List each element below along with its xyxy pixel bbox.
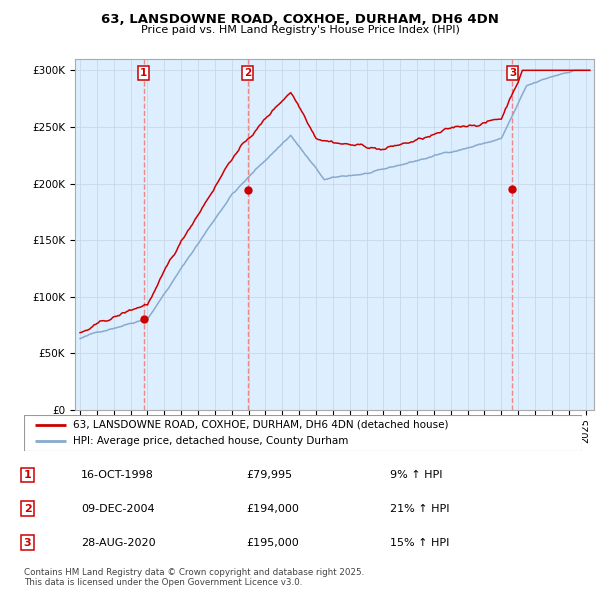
Text: 3: 3 bbox=[24, 538, 31, 548]
Text: 1: 1 bbox=[24, 470, 31, 480]
Text: 2: 2 bbox=[24, 504, 31, 513]
Text: Contains HM Land Registry data © Crown copyright and database right 2025.
This d: Contains HM Land Registry data © Crown c… bbox=[24, 568, 364, 587]
Text: £195,000: £195,000 bbox=[246, 538, 299, 548]
Bar bbox=[512, 59, 594, 410]
Bar bbox=[248, 59, 512, 410]
Text: 15% ↑ HPI: 15% ↑ HPI bbox=[390, 538, 449, 548]
FancyBboxPatch shape bbox=[24, 415, 582, 451]
Text: Price paid vs. HM Land Registry's House Price Index (HPI): Price paid vs. HM Land Registry's House … bbox=[140, 25, 460, 35]
Text: 63, LANSDOWNE ROAD, COXHOE, DURHAM, DH6 4DN (detached house): 63, LANSDOWNE ROAD, COXHOE, DURHAM, DH6 … bbox=[73, 419, 449, 430]
Text: 9% ↑ HPI: 9% ↑ HPI bbox=[390, 470, 443, 480]
Text: £194,000: £194,000 bbox=[246, 504, 299, 513]
Text: HPI: Average price, detached house, County Durham: HPI: Average price, detached house, Coun… bbox=[73, 437, 349, 447]
Text: 16-OCT-1998: 16-OCT-1998 bbox=[81, 470, 154, 480]
Text: 21% ↑ HPI: 21% ↑ HPI bbox=[390, 504, 449, 513]
Text: 1: 1 bbox=[140, 68, 148, 78]
Bar bbox=[75, 59, 144, 410]
Text: 09-DEC-2004: 09-DEC-2004 bbox=[81, 504, 155, 513]
Text: 28-AUG-2020: 28-AUG-2020 bbox=[81, 538, 155, 548]
Text: 2: 2 bbox=[244, 68, 251, 78]
Text: 3: 3 bbox=[509, 68, 516, 78]
Text: 63, LANSDOWNE ROAD, COXHOE, DURHAM, DH6 4DN: 63, LANSDOWNE ROAD, COXHOE, DURHAM, DH6 … bbox=[101, 13, 499, 26]
Bar bbox=[144, 59, 248, 410]
Text: £79,995: £79,995 bbox=[246, 470, 292, 480]
